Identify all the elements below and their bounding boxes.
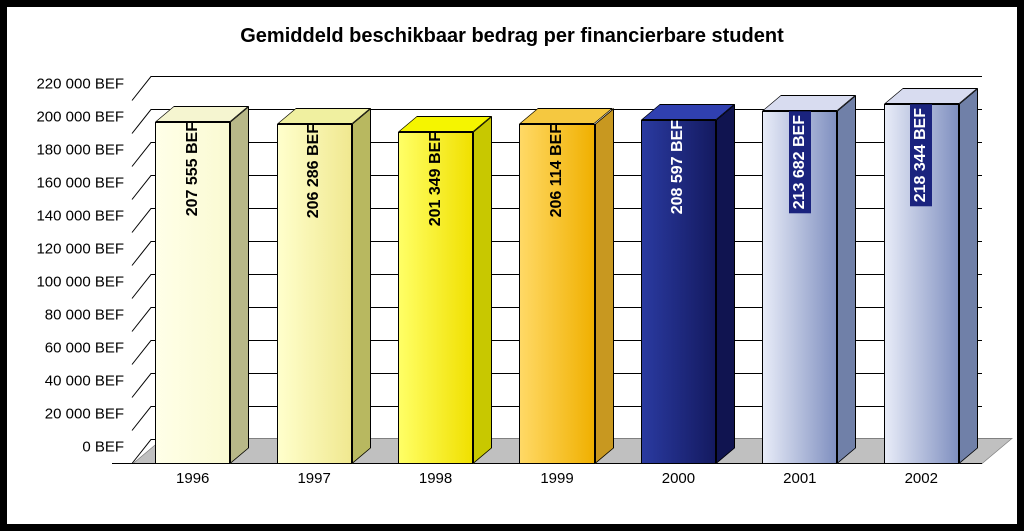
- bar-side: [837, 95, 856, 464]
- y-tick-label: 180 000 BEF: [36, 142, 124, 159]
- chart-area: 207 555 BEF 206 286 BEF 201 349 BEF 206 114…: [132, 77, 982, 464]
- x-tick-label: 1996: [176, 470, 209, 487]
- y-tick-label: 80 000 BEF: [45, 307, 124, 324]
- bar-value-label: 218 344 BEF: [910, 104, 932, 206]
- y-tick-label: 200 000 BEF: [36, 109, 124, 126]
- plot-area: 0 BEF 20 000 BEF 40 000 BEF 60 000 BEF 80 00…: [7, 77, 1017, 504]
- y-tick-label: 100 000 BEF: [36, 274, 124, 291]
- bar-value-label: 201 349 BEF: [427, 132, 445, 226]
- bar: 213 682 BEF: [762, 95, 837, 464]
- bar-value-label: 207 555 BEF: [184, 122, 202, 216]
- bar: 218 344 BEF: [884, 88, 959, 464]
- bar-value-label: 213 682 BEF: [789, 111, 811, 213]
- x-axis: 1996 1997 1998 1999 2000 2001 2002: [132, 464, 982, 504]
- bar: 206 286 BEF: [277, 108, 352, 464]
- bar: 208 597 BEF: [641, 104, 716, 464]
- y-tick-label: 40 000 BEF: [45, 373, 124, 390]
- x-tick-label: 2002: [905, 470, 938, 487]
- bar-side: [352, 108, 371, 464]
- y-tick-label: 120 000 BEF: [36, 241, 124, 258]
- y-tick-label: 160 000 BEF: [36, 175, 124, 192]
- chart-title: Gemiddeld beschikbaar bedrag per financi…: [7, 25, 1017, 48]
- bar-side: [473, 116, 492, 464]
- x-tick-label: 2001: [783, 470, 816, 487]
- bar-side: [595, 108, 614, 464]
- x-tick-label: 1999: [540, 470, 573, 487]
- x-tick-label: 2000: [662, 470, 695, 487]
- y-tick-label: 0 BEF: [82, 439, 124, 456]
- y-axis: 0 BEF 20 000 BEF 40 000 BEF 60 000 BEF 80 00…: [7, 77, 132, 464]
- bar-side: [230, 106, 249, 464]
- bar-side: [959, 88, 978, 464]
- bar-side: [716, 104, 735, 464]
- y-tick-label: 60 000 BEF: [45, 340, 124, 357]
- bar-value-label: 208 597 BEF: [669, 120, 687, 214]
- x-tick-label: 1997: [297, 470, 330, 487]
- x-tick-label: 1998: [419, 470, 452, 487]
- y-tick-label: 220 000 BEF: [36, 76, 124, 93]
- y-tick-label: 20 000 BEF: [45, 406, 124, 423]
- chart-frame: Gemiddeld beschikbaar bedrag per financi…: [0, 0, 1024, 531]
- bars-container: 207 555 BEF 206 286 BEF 201 349 BEF 206 114…: [132, 77, 982, 464]
- bar-value-label: 206 286 BEF: [305, 124, 323, 218]
- bar: 201 349 BEF: [398, 116, 473, 464]
- bar: 207 555 BEF: [155, 106, 230, 464]
- y-tick-label: 140 000 BEF: [36, 208, 124, 225]
- bar-value-label: 206 114 BEF: [548, 124, 566, 217]
- bar: 206 114 BEF: [519, 108, 594, 464]
